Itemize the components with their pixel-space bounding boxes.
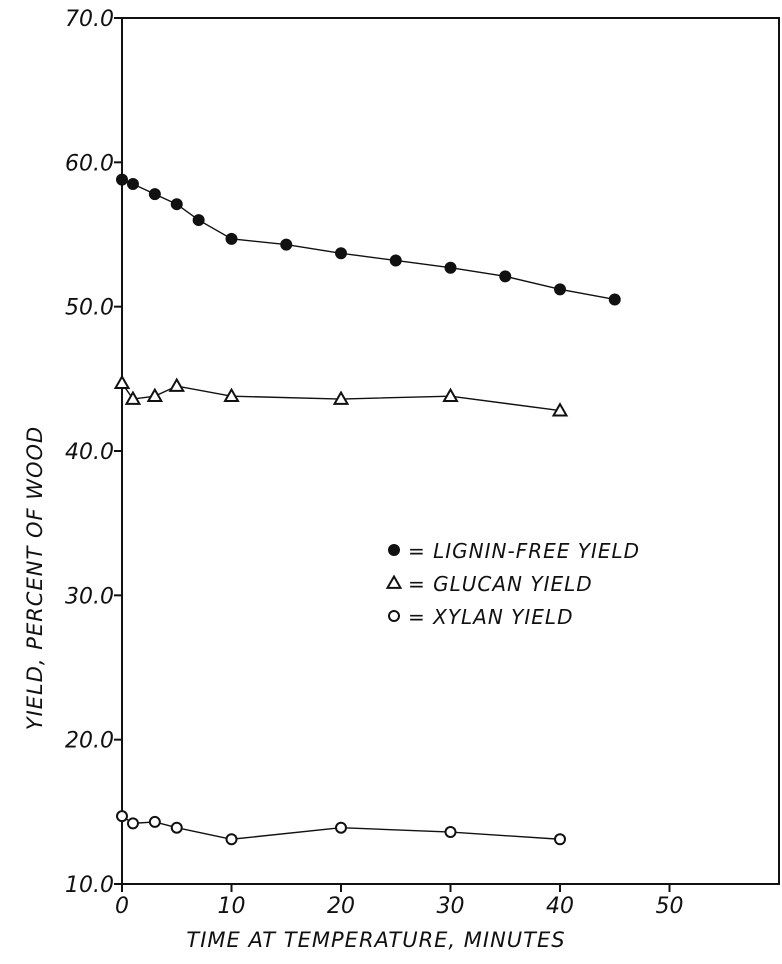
legend: = LIGNIN-FREE YIELD = GLUCAN YIELD = XYLAN… [385, 539, 640, 629]
data-point-filled-circle [126, 177, 139, 190]
legend-entry-label: = XYLAN YIELD [408, 605, 573, 629]
x-tick-label: 20 [327, 894, 355, 919]
x-tick-label: 40 [546, 894, 574, 919]
x-axis-label: TIME AT TEMPERATURE, MINUTES [186, 928, 565, 952]
series-group [116, 173, 621, 306]
y-tick-label: 40.0 [65, 440, 114, 465]
data-point-open-triangle [385, 574, 403, 589]
x-tick-label: 0 [115, 894, 129, 919]
tick-marks: 10.0 20.0 30.0 40.0 50.0 60.0 70.0 0 10 20 30 40 50 [65, 7, 683, 919]
series-line [121, 179, 615, 301]
plot-frame [121, 17, 780, 885]
legend-entry-label: = LIGNIN-FREE YIELD [408, 539, 640, 563]
data-point-filled-circle [608, 293, 621, 306]
data-point-filled-circle [148, 188, 161, 201]
data-point-open-triangle [124, 390, 142, 405]
data-point-open-circle [225, 833, 238, 846]
data-point-filled-circle [116, 173, 128, 186]
y-tick-label: 10.0 [65, 873, 114, 898]
data-point-filled-circle [388, 544, 400, 556]
data-point-filled-circle [170, 198, 183, 211]
data-point-filled-circle [335, 247, 347, 260]
data-series [113, 173, 621, 846]
data-point-open-circle [116, 810, 128, 823]
data-point-filled-circle [389, 254, 402, 267]
data-point-open-triangle [332, 390, 350, 405]
data-point-open-circle [444, 826, 457, 839]
data-point-open-circle [170, 821, 183, 834]
y-tick-label: 50.0 [65, 296, 114, 321]
data-point-open-triangle [113, 374, 131, 390]
data-point-open-triangle [168, 377, 185, 392]
axes [121, 17, 780, 885]
data-point-open-circle [554, 833, 566, 846]
data-point-open-triangle [146, 387, 164, 403]
y-tick-label: 20.0 [65, 729, 114, 754]
data-point-filled-circle [444, 261, 457, 274]
y-tick-label: 70.0 [65, 7, 114, 32]
data-point-open-circle [126, 817, 139, 830]
series-group [113, 374, 569, 417]
data-point-open-circle [388, 610, 400, 622]
data-point-open-triangle [442, 387, 459, 403]
data-point-filled-circle [280, 238, 293, 251]
data-point-filled-circle [499, 270, 512, 283]
x-tick-label: 30 [437, 894, 465, 919]
data-point-filled-circle [192, 214, 205, 227]
data-point-open-triangle [551, 402, 569, 417]
series-group [116, 810, 566, 846]
data-point-filled-circle [554, 283, 566, 296]
y-tick-label: 30.0 [65, 584, 114, 609]
x-tick-label: 50 [656, 894, 684, 919]
legend-entry-label: = GLUCAN YIELD [408, 572, 593, 596]
y-axis-label: YIELD, PERCENT OF WOOD [23, 426, 47, 730]
x-tick-label: 10 [218, 894, 246, 919]
data-point-open-triangle [223, 387, 240, 403]
y-tick-label: 60.0 [65, 151, 114, 176]
data-point-open-circle [335, 821, 347, 834]
data-point-open-circle [148, 815, 161, 828]
data-point-filled-circle [225, 232, 238, 245]
